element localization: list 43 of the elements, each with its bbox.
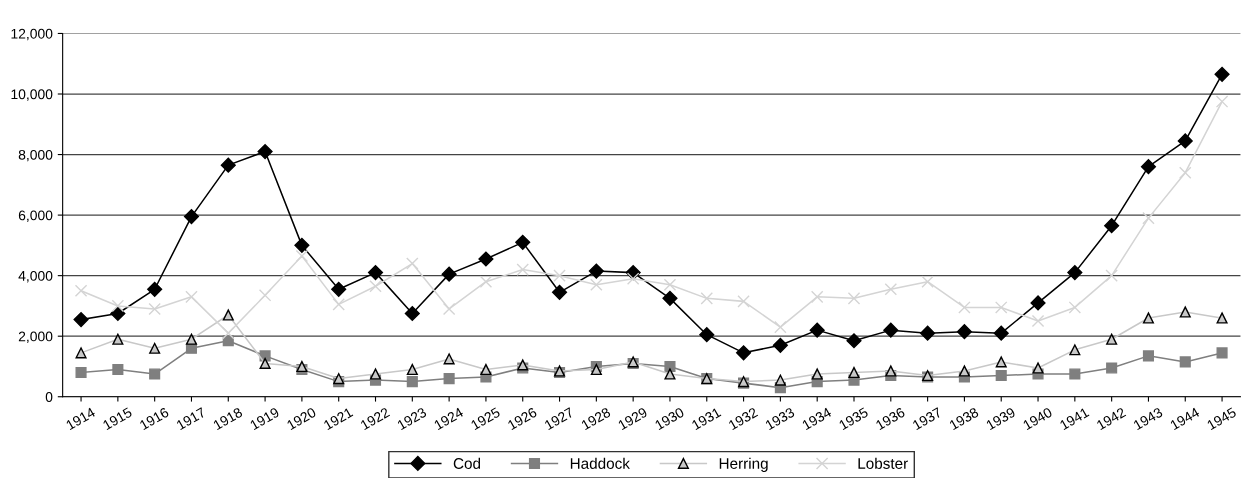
x-tick-label: 1925: [470, 407, 501, 431]
x-tick-label: 1932: [728, 407, 759, 431]
legend-label: Haddock: [570, 457, 630, 469]
x-tick-label: 1920: [286, 407, 317, 431]
x-tick-label: 1944: [1169, 406, 1201, 431]
x-tick-label: 1917: [175, 407, 207, 431]
x-tick-label: 1937: [912, 407, 943, 431]
x-tick-label: 1916: [139, 407, 170, 431]
y-tick-label: 12,000: [11, 28, 53, 41]
x-tick-label: 1923: [396, 407, 428, 431]
x-tick-label: 1927: [544, 407, 575, 431]
x-tick-label: 1934: [801, 406, 833, 431]
legend-label: Lobster: [858, 457, 908, 469]
y-tick-label: 2,000: [18, 331, 53, 343]
x-tick-label: 1914: [65, 406, 96, 431]
y-tick-label: 0: [45, 392, 53, 402]
y-tick-label: 10,000: [11, 89, 53, 101]
x-tick-label: 1942: [1096, 407, 1127, 431]
x-tick-label: 1929: [617, 407, 648, 431]
x-tick-label: 1915: [102, 407, 133, 431]
x-tick-label: 1924: [433, 406, 465, 431]
x-tick-label: 1936: [875, 407, 906, 431]
y-tick-label: 4,000: [18, 270, 53, 283]
x-tick-label: 1935: [838, 407, 869, 431]
x-tick-label: 1933: [764, 407, 796, 431]
x-tick-label: 1918: [212, 407, 243, 431]
x-tick-label: 1939: [985, 407, 1016, 431]
x-tick-label: 1940: [1022, 407, 1053, 431]
x-tick-label: 1943: [1132, 407, 1164, 431]
y-tick-label: 8,000: [18, 149, 53, 162]
x-tick-label: 1919: [249, 407, 280, 431]
x-tick-label: 1938: [948, 407, 980, 431]
x-tick-label: 1930: [654, 407, 685, 431]
x-tick-label: 1928: [580, 407, 612, 431]
x-tick-label: 1941: [1059, 407, 1090, 431]
legend-label: Cod: [453, 457, 481, 469]
x-tick-label: 1921: [323, 407, 354, 431]
x-tick-label: 1922: [359, 407, 391, 431]
y-tick-label: 6,000: [18, 210, 53, 222]
x-tick-label: 1945: [1206, 407, 1237, 431]
x-tick-label: 1926: [507, 407, 538, 431]
x-tick-label: 1931: [691, 407, 722, 431]
legend-label: Herring: [719, 457, 768, 472]
